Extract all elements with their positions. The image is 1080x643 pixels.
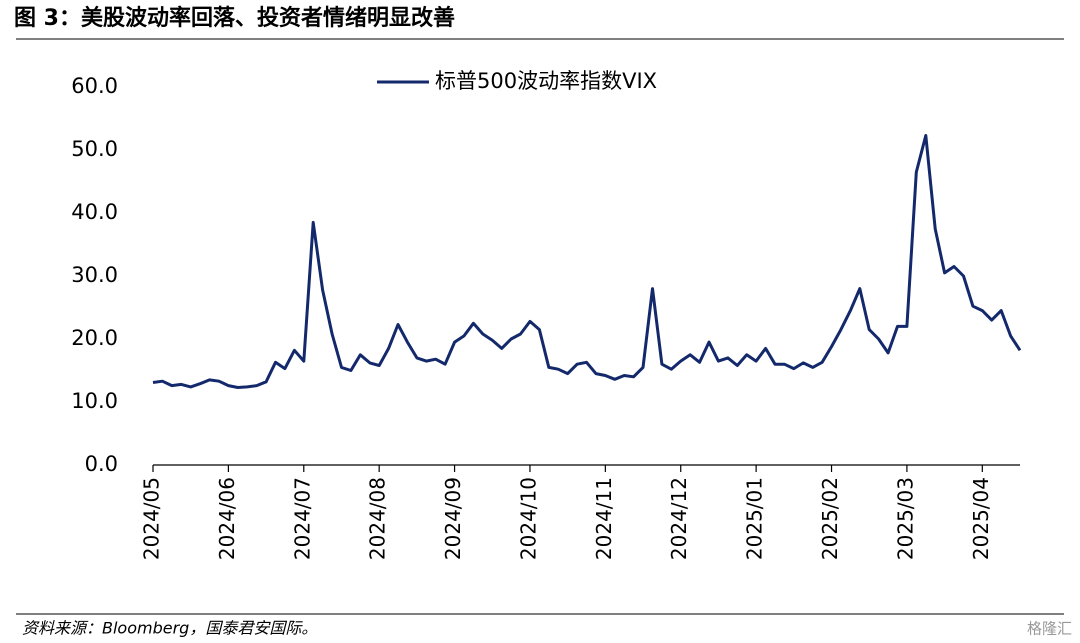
watermark: 格隆汇 bbox=[1027, 620, 1072, 638]
x-tick-label: 2025/02 bbox=[818, 477, 842, 560]
y-tick-label: 0.0 bbox=[85, 452, 118, 476]
x-tick-label: 2025/01 bbox=[743, 477, 767, 560]
source-note: 资料来源：Bloomberg，国泰君安国际。 bbox=[22, 619, 317, 638]
x-tick-label: 2024/05 bbox=[140, 477, 164, 560]
x-tick-label: 2024/11 bbox=[592, 477, 616, 560]
x-tick-label: 2024/08 bbox=[366, 477, 390, 560]
chart-title: 图 3：美股波动率回落、投资者情绪明显改善 bbox=[14, 5, 455, 31]
x-tick-label: 2024/12 bbox=[667, 477, 691, 560]
y-tick-label: 60.0 bbox=[71, 74, 118, 98]
x-tick-label: 2024/07 bbox=[290, 477, 314, 560]
legend-label: 标普500波动率指数VIX bbox=[435, 69, 657, 93]
x-tick-label: 2024/10 bbox=[516, 477, 540, 560]
x-tick-label: 2025/03 bbox=[893, 477, 917, 560]
y-tick-label: 50.0 bbox=[71, 137, 118, 161]
x-tick-label: 2024/06 bbox=[215, 477, 239, 560]
y-tick-label: 30.0 bbox=[71, 263, 118, 287]
y-tick-label: 10.0 bbox=[71, 389, 118, 413]
y-tick-label: 40.0 bbox=[71, 200, 118, 224]
x-tick-label: 2024/09 bbox=[441, 477, 465, 560]
series-line bbox=[152, 134, 1022, 389]
y-tick-label: 20.0 bbox=[71, 326, 118, 350]
x-tick-label: 2025/04 bbox=[969, 477, 993, 560]
